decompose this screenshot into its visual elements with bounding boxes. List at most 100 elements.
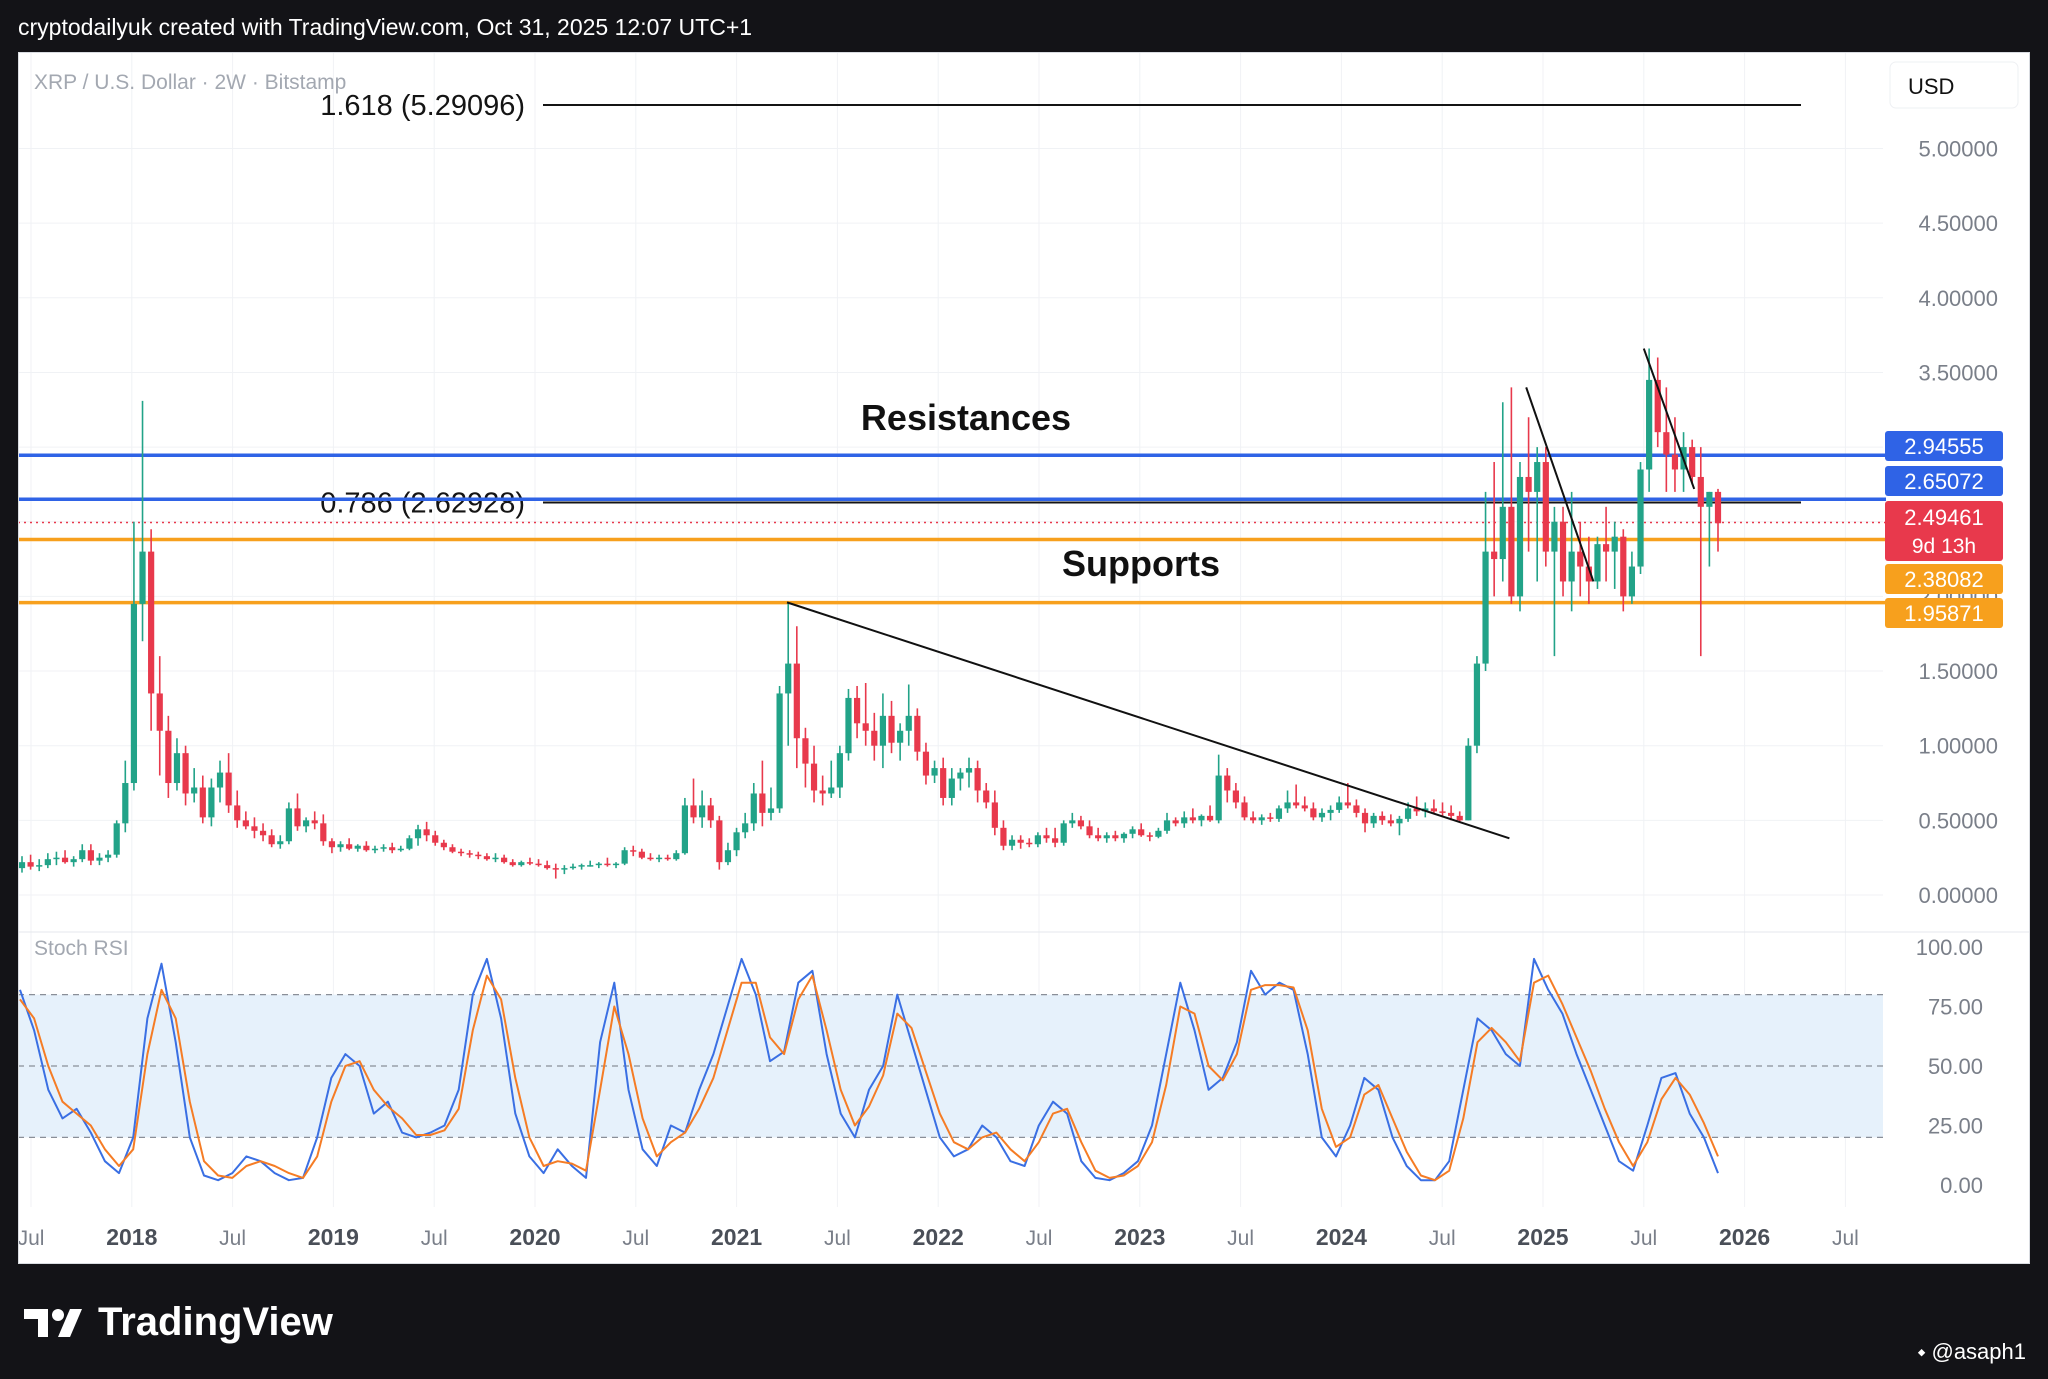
time-axis-tick-label: 2026	[1719, 1224, 1770, 1250]
candle	[27, 854, 34, 870]
candle	[1353, 799, 1360, 818]
candle-body	[1103, 835, 1110, 839]
chart-panel: 0.000000.500001.000001.500002.000002.500…	[18, 52, 2030, 1264]
candle-body	[690, 805, 697, 818]
candle-body	[836, 753, 843, 788]
candle	[346, 838, 353, 851]
candle	[1525, 417, 1532, 552]
candle	[1069, 812, 1076, 828]
candle	[897, 723, 904, 761]
candle	[294, 793, 301, 831]
candle-body	[96, 857, 103, 861]
candle	[1077, 815, 1085, 830]
candle-body	[389, 847, 396, 851]
candle-body	[991, 802, 998, 828]
candle	[466, 850, 473, 858]
candle	[389, 842, 396, 854]
candle-body	[957, 772, 964, 779]
candle-body	[1396, 818, 1403, 824]
candle-body	[552, 868, 559, 870]
candle	[819, 775, 826, 806]
candle-body	[277, 841, 284, 845]
time-axis-tick-label: 2024	[1316, 1224, 1367, 1250]
stoch-axis-tick-label: 50.00	[1928, 1054, 1983, 1079]
candle-body	[53, 857, 60, 860]
time-axis-tick-label: 2022	[913, 1224, 964, 1250]
candle	[759, 760, 766, 827]
candle-body	[1353, 805, 1360, 813]
candle-body	[1043, 835, 1050, 839]
candle	[122, 760, 129, 833]
candle	[1361, 808, 1369, 833]
candle	[191, 768, 198, 803]
candle-body	[793, 663, 800, 739]
candle	[776, 685, 783, 813]
candle	[44, 853, 51, 869]
candle-body	[1232, 790, 1239, 803]
candle	[148, 529, 155, 731]
candle	[621, 847, 628, 866]
candle-body	[1602, 544, 1610, 552]
candle	[664, 854, 671, 861]
candle	[673, 850, 680, 861]
candle	[1310, 802, 1317, 821]
candle	[1654, 357, 1661, 448]
candle-body	[535, 863, 542, 866]
time-axis-tick-label: 2020	[509, 1224, 560, 1250]
candle	[1189, 808, 1196, 824]
price-badge-countdown: 9d 13h	[1912, 535, 1976, 558]
chart-credit: cryptodailyuk created with TradingView.c…	[18, 14, 753, 40]
candle	[501, 854, 508, 864]
candle-body	[466, 853, 473, 855]
candle	[707, 797, 714, 828]
candle	[1043, 827, 1050, 843]
candle	[518, 860, 525, 867]
candle	[526, 857, 534, 866]
time-axis-tick-label: 2023	[1114, 1224, 1165, 1250]
candle	[716, 815, 723, 870]
candle	[371, 845, 379, 854]
time-axis-tick-label: Jul	[18, 1227, 44, 1250]
candle-body	[1206, 815, 1214, 821]
candle	[655, 854, 663, 863]
candle	[259, 823, 267, 842]
candle	[836, 745, 843, 798]
candle-body	[1491, 551, 1498, 560]
candle-body	[104, 854, 112, 858]
candle	[1594, 536, 1601, 589]
candle-body	[251, 826, 258, 831]
candle	[1284, 790, 1291, 813]
candle-body	[259, 830, 267, 836]
candle	[1293, 784, 1300, 809]
share-icon: ⬩	[1917, 1339, 1926, 1364]
candle-body	[130, 603, 138, 784]
candle	[552, 863, 559, 879]
candle-body	[948, 778, 955, 798]
candle-body	[79, 850, 86, 860]
candle-body	[621, 850, 628, 864]
candle	[1026, 838, 1033, 848]
candle	[1103, 832, 1110, 843]
candle	[1482, 491, 1489, 672]
candle	[104, 850, 112, 863]
candle	[1646, 348, 1653, 492]
candle	[130, 521, 138, 791]
candle	[242, 811, 249, 830]
candle	[1120, 832, 1128, 843]
stoch-axis-tick-label: 100.00	[1916, 935, 1983, 960]
candle	[1602, 506, 1610, 582]
candle-body	[397, 848, 404, 851]
candle-body	[716, 820, 723, 863]
candle	[363, 841, 370, 852]
candle-body	[1250, 817, 1257, 821]
candle	[113, 820, 120, 858]
candle-body	[1508, 506, 1515, 597]
stoch-axis-tick-label: 0.00	[1940, 1173, 1983, 1198]
candle-body	[1482, 551, 1489, 664]
candle-body	[750, 793, 757, 824]
candle-body	[457, 851, 465, 854]
candle	[1577, 521, 1584, 597]
candle-body	[449, 847, 456, 852]
candle-body	[36, 865, 43, 867]
candle-body	[1379, 815, 1386, 821]
